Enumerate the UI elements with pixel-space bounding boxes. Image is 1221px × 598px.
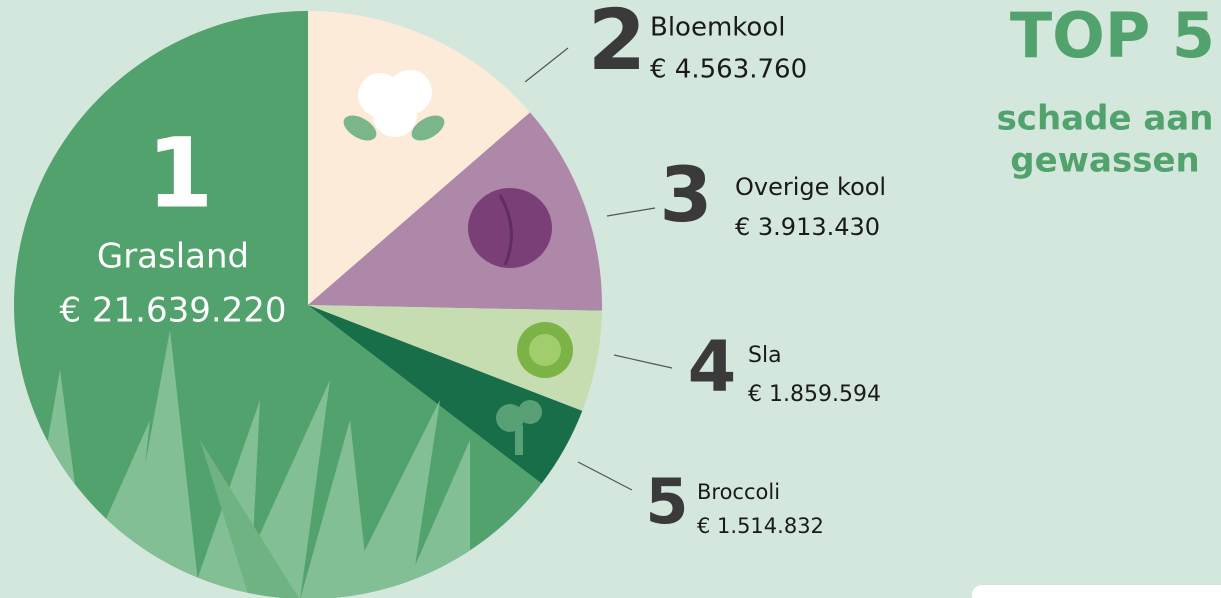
category-label: Overige kool	[735, 173, 886, 201]
category-label: Grasland	[97, 237, 249, 277]
rank: 1	[147, 117, 214, 229]
rank: 4	[688, 326, 737, 408]
value-label: € 4.563.760	[650, 55, 807, 85]
subtitle: gewassen	[1010, 141, 1200, 181]
value-label: € 1.859.594	[748, 382, 881, 407]
rank: 3	[660, 150, 713, 239]
rank: 2	[588, 0, 646, 89]
value-label: € 3.913.430	[735, 213, 880, 241]
title: TOP 5	[1010, 0, 1215, 72]
corner-panel	[972, 585, 1221, 598]
value-label: € 1.514.832	[697, 514, 824, 538]
value-label: € 21.639.220	[59, 291, 286, 331]
subtitle: schade aan	[997, 99, 1214, 139]
chart: 1 Grasland € 21.639.220 2Bloemkool € 4.563.7…	[0, 0, 1221, 598]
category-label: Bloemkool	[650, 13, 785, 43]
category-label: Sla	[748, 343, 782, 368]
category-label: Broccoli	[697, 480, 780, 504]
rank: 5	[645, 465, 688, 538]
